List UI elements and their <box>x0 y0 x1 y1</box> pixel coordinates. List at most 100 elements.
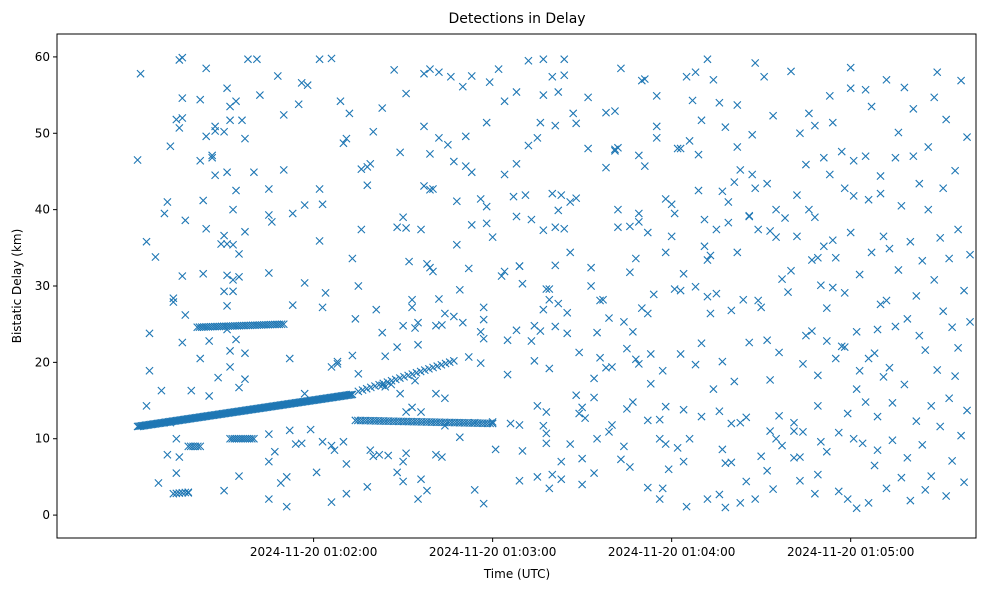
data-point <box>879 372 888 381</box>
data-point <box>792 232 801 241</box>
data-point <box>297 78 306 87</box>
data-point <box>804 109 813 118</box>
data-point <box>751 184 760 193</box>
data-point <box>924 205 933 214</box>
data-point <box>772 205 781 214</box>
data-point <box>557 191 566 200</box>
data-point <box>288 301 297 310</box>
data-point <box>464 353 473 362</box>
data-point <box>897 201 906 210</box>
data-point <box>766 375 775 384</box>
data-point <box>411 376 420 385</box>
data-point <box>673 144 682 153</box>
data-point <box>572 119 581 128</box>
data-point <box>781 214 790 223</box>
data-point <box>494 65 503 74</box>
data-point <box>276 479 285 488</box>
data-point <box>715 407 724 416</box>
data-point <box>345 390 354 399</box>
data-point <box>196 95 205 104</box>
data-point <box>196 442 205 451</box>
data-point <box>399 477 408 486</box>
data-point <box>643 228 652 237</box>
data-point <box>739 295 748 304</box>
data-point <box>855 366 864 375</box>
y-axis-ticks: 0 10 20 30 40 50 60 <box>35 50 57 522</box>
data-point <box>551 261 560 270</box>
data-point <box>220 127 229 136</box>
data-point <box>721 123 730 132</box>
data-point <box>542 429 551 438</box>
data-point <box>506 419 515 428</box>
data-point <box>697 412 706 421</box>
data-point <box>560 71 569 80</box>
data-point <box>420 181 428 190</box>
data-point <box>178 94 187 103</box>
data-point <box>640 75 649 84</box>
data-point <box>476 359 485 368</box>
data-point <box>563 308 572 317</box>
data-point <box>697 339 706 348</box>
data-point <box>518 279 527 288</box>
data-point <box>903 453 912 462</box>
data-point <box>581 414 590 423</box>
data-point <box>572 194 581 203</box>
data-point <box>616 455 625 464</box>
data-point <box>634 151 643 160</box>
data-point <box>951 166 960 175</box>
data-point <box>736 498 745 507</box>
data-point <box>655 495 664 504</box>
data-point <box>264 185 273 194</box>
data-point <box>625 222 634 231</box>
data-point <box>449 157 458 166</box>
data-point <box>751 495 760 504</box>
data-point <box>643 416 652 425</box>
data-point <box>536 118 545 127</box>
data-point <box>240 349 249 358</box>
data-point <box>664 465 673 474</box>
data-point <box>232 97 241 106</box>
data-point <box>264 210 273 219</box>
data-point <box>226 116 235 125</box>
data-point <box>336 97 345 106</box>
data-point <box>655 415 664 424</box>
data-point <box>888 398 897 407</box>
data-point <box>545 295 554 304</box>
data-point <box>775 348 784 357</box>
data-point <box>422 259 431 268</box>
data-point <box>840 288 849 297</box>
data-point <box>882 75 891 84</box>
data-point <box>864 498 873 507</box>
data-point <box>172 469 181 478</box>
data-point <box>485 78 494 87</box>
data-point <box>539 91 548 100</box>
data-point <box>351 314 360 323</box>
data-point <box>437 320 446 329</box>
data-point <box>539 226 548 235</box>
data-point <box>566 440 575 449</box>
data-point <box>211 122 220 131</box>
data-point <box>318 437 327 446</box>
data-point <box>810 121 819 130</box>
data-point <box>625 268 634 277</box>
data-point <box>181 488 190 497</box>
data-point <box>425 263 434 272</box>
data-point <box>479 315 488 324</box>
data-point <box>697 116 706 125</box>
data-point <box>396 389 405 398</box>
data-point <box>476 194 485 203</box>
data-point <box>145 329 154 338</box>
data-point <box>861 85 870 94</box>
data-point <box>133 156 142 164</box>
data-point <box>727 419 736 428</box>
data-point <box>724 218 733 227</box>
data-point <box>721 503 730 512</box>
data-point <box>882 484 891 493</box>
data-point <box>229 275 238 284</box>
data-point <box>223 301 232 310</box>
data-point <box>813 371 822 380</box>
data-point <box>748 130 757 139</box>
data-point <box>354 369 363 378</box>
data-point <box>548 189 557 198</box>
data-point <box>178 114 187 122</box>
